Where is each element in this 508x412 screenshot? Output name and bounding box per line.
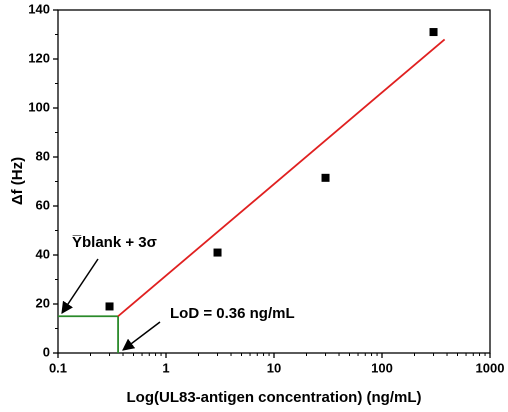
x-tick-label: 100 bbox=[371, 360, 393, 375]
x-axis-label: Log(UL83-antigen concentration) (ng/mL) bbox=[127, 389, 422, 406]
y-tick-label: 0 bbox=[43, 344, 50, 359]
plot-frame bbox=[57, 9, 491, 354]
x-tick-label: 1000 bbox=[476, 360, 505, 375]
x-tick-label: 0.1 bbox=[49, 360, 67, 375]
y-tick-label: 20 bbox=[36, 295, 50, 310]
y-tick-label: 40 bbox=[36, 246, 50, 261]
data-point bbox=[321, 173, 330, 182]
y-tick-label: 60 bbox=[36, 197, 50, 212]
annotation: LoD = 0.36 ng/mL bbox=[170, 305, 295, 322]
y-tick-label: 80 bbox=[36, 148, 50, 163]
y-tick-label: 100 bbox=[28, 99, 50, 114]
lod-line bbox=[58, 315, 119, 353]
annotation: Y̅blank + 3σ bbox=[72, 234, 157, 251]
data-point bbox=[213, 248, 222, 257]
x-tick-label: 10 bbox=[267, 360, 281, 375]
data-point bbox=[429, 28, 438, 37]
annotation-arrow bbox=[61, 258, 99, 314]
annotation-arrow bbox=[122, 321, 161, 351]
y-axis-label: Δf (Hz) bbox=[9, 157, 26, 205]
y-tick-label: 140 bbox=[28, 1, 50, 16]
y-tick-label: 120 bbox=[28, 50, 50, 65]
x-tick-label: 1 bbox=[162, 360, 169, 375]
fit-line bbox=[117, 38, 446, 317]
data-point bbox=[105, 302, 114, 311]
